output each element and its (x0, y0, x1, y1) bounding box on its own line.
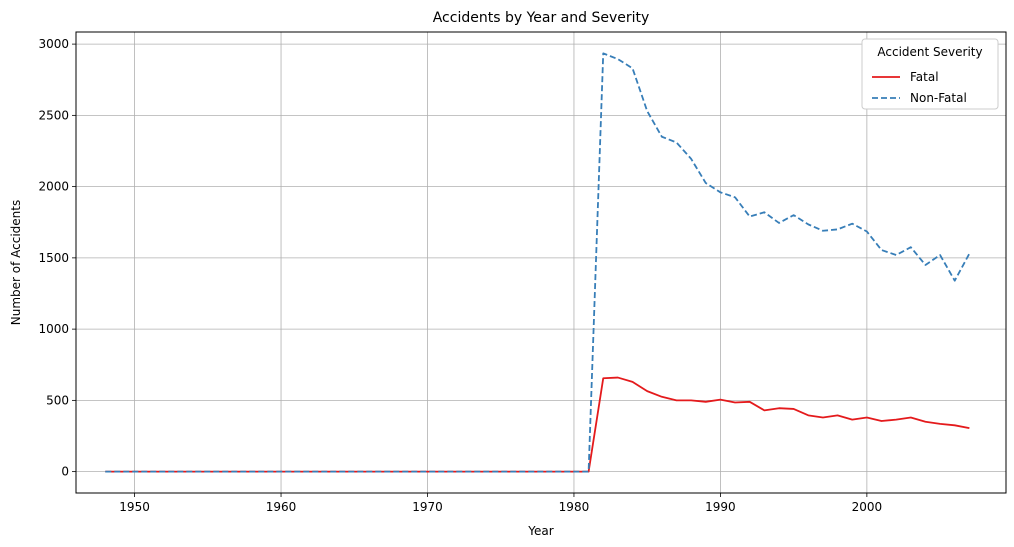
y-tick-label: 0 (61, 465, 69, 479)
x-tick-label: 2000 (852, 500, 883, 514)
y-tick-label: 1500 (38, 251, 69, 265)
x-axis: 1950 1960 1970 1980 1990 2000 (119, 493, 882, 514)
series-line-fatal (105, 376, 970, 473)
x-axis-title: Year (527, 524, 553, 538)
legend-items: Fatal Non-Fatal (872, 70, 967, 105)
y-tick-label: 2000 (38, 180, 69, 194)
y-tick-label: 500 (46, 393, 69, 407)
y-tick-label: 2500 (38, 108, 69, 122)
x-tick-label: 1990 (705, 500, 736, 514)
plot-frame (75, 31, 1007, 494)
x-tick-label: 1980 (559, 500, 590, 514)
series-line-non-fatal (105, 52, 971, 473)
legend-label-fatal: Fatal (910, 70, 939, 84)
y-axis: 0 500 1000 1500 2000 2500 3000 (38, 37, 76, 479)
x-tick-label: 1960 (266, 500, 297, 514)
y-axis-title: Number of Accidents (9, 200, 23, 326)
legend-title: Accident Severity (877, 45, 982, 59)
y-tick-label: 1000 (38, 322, 69, 336)
series-lines (105, 52, 971, 473)
x-tick-label: 1970 (412, 500, 443, 514)
x-tick-label: 1950 (119, 500, 150, 514)
legend: Accident Severity Fatal Non-Fatal (861, 38, 999, 110)
legend-label-non-fatal: Non-Fatal (910, 91, 967, 105)
y-tick-label: 3000 (38, 37, 69, 51)
chart-title: Accidents by Year and Severity (433, 10, 650, 26)
legend-box (861, 38, 999, 110)
